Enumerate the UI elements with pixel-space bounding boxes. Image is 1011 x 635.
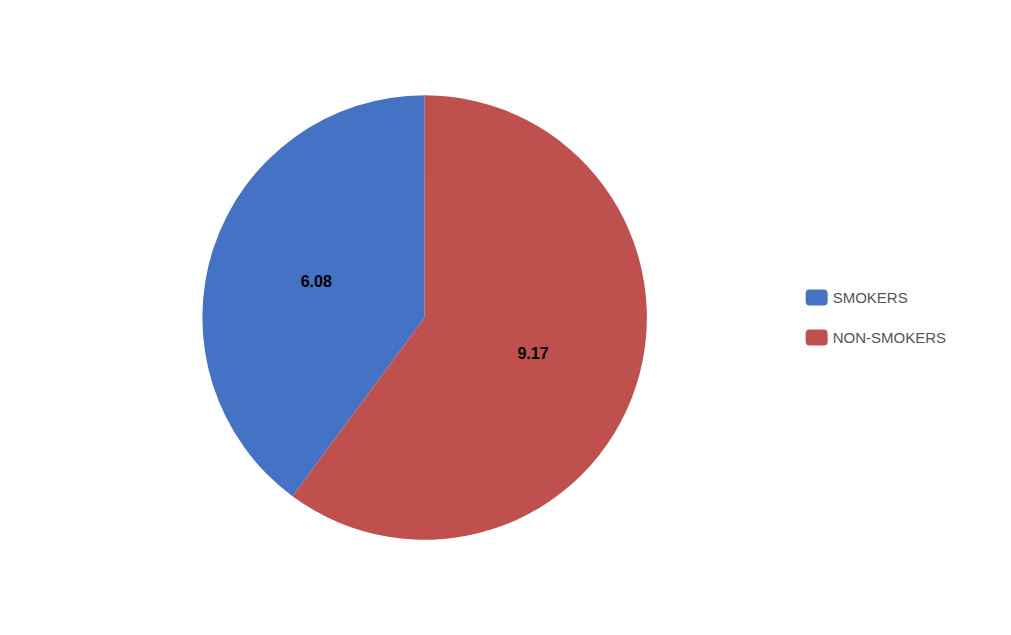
svg-text:SMOKERS: SMOKERS (833, 289, 908, 306)
svg-text:6.08: 6.08 (301, 273, 332, 290)
svg-text:9.17: 9.17 (517, 345, 548, 362)
svg-text:NON-SMOKERS: NON-SMOKERS (833, 329, 946, 346)
